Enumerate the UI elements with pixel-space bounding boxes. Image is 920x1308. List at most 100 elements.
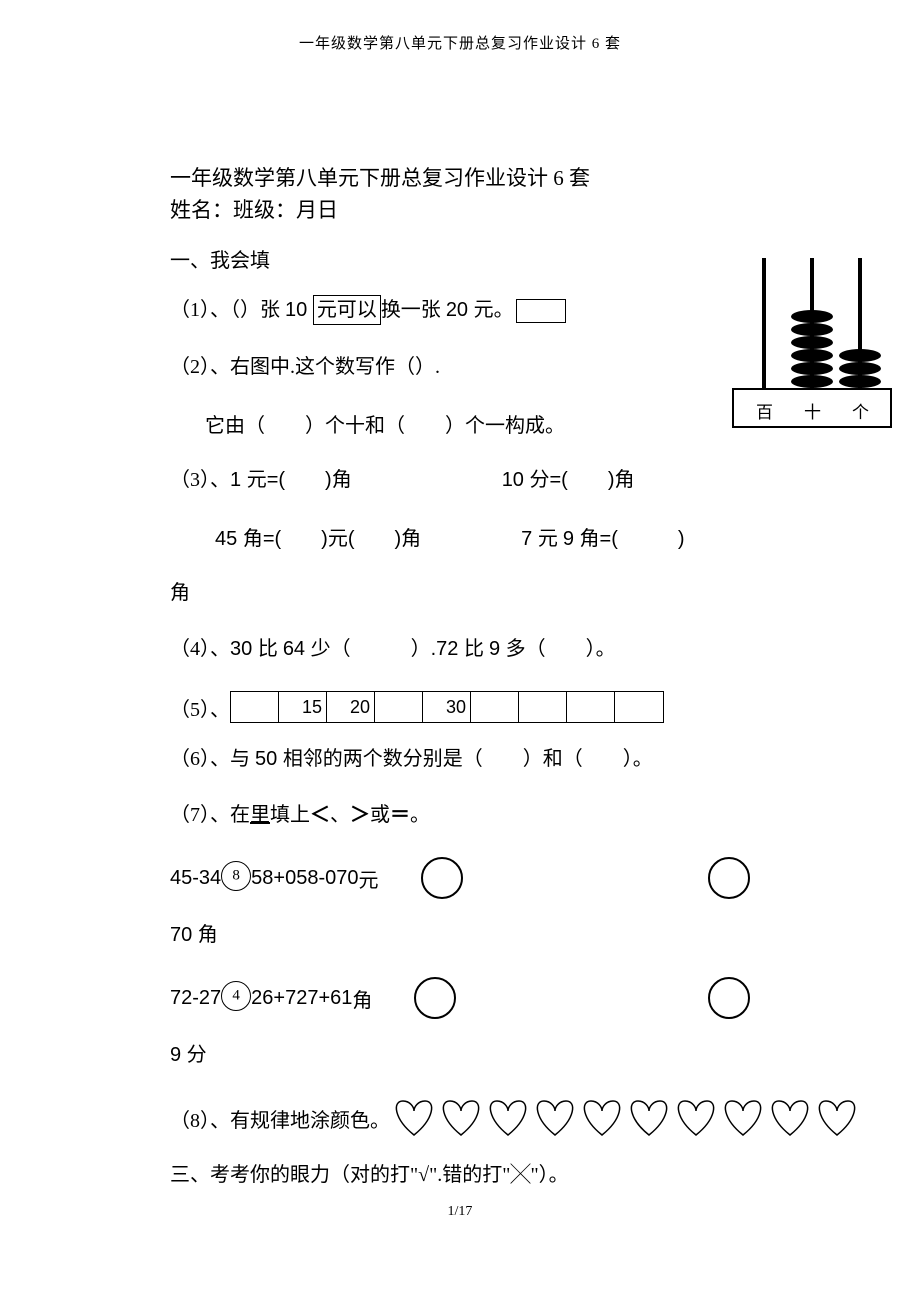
q1-blank-box — [516, 299, 566, 323]
abacus-base: 百 十 个 — [732, 388, 892, 428]
section-3-heading: 三、考考你的眼力（对的打"√".错的打"╳"）。 — [170, 1161, 750, 1189]
main-content: 一年级数学第八单元下册总复习作业设计 6 套 姓名：班级：月日 一、我会填 （1… — [0, 53, 920, 1189]
q3b-yuan: 元 — [328, 528, 348, 550]
cmp1-e: 70 — [336, 867, 358, 890]
q7-e: 、 — [330, 804, 350, 826]
cmp3-circle2 — [414, 977, 456, 1019]
question-3a: （3）、1 元=( )角10 分=( )角 — [170, 466, 750, 494]
q6-c: 相邻的两个数分别是（ ）和（ ）。 — [283, 748, 653, 770]
q1-text-a: （1）、（）张 — [170, 299, 285, 321]
q7-b: 里 — [250, 804, 270, 826]
q7-c: 填上 — [270, 804, 310, 826]
q4-num-64: 64 — [283, 638, 311, 660]
q7-a: （7）、在 — [170, 804, 250, 826]
q3b-yuan2: 元 — [538, 528, 563, 550]
page-footer: 1/17 — [0, 1204, 920, 1220]
q5-number-table: 15 20 30 — [230, 691, 664, 723]
cmp2: 70 角 — [170, 924, 218, 946]
abacus-label-hundreds: 百 — [756, 398, 773, 423]
compare-row-3: 72-27426+727+61 角 — [170, 977, 750, 1019]
question-6: （6）、与 50 相邻的两个数分别是（ ）和（ ）。 — [170, 745, 750, 773]
abacus-bead — [791, 310, 833, 323]
cmp3-d: +7 — [273, 987, 296, 1010]
q1-num-10: 10 — [285, 299, 313, 321]
q5-cell-8 — [615, 692, 663, 722]
q5-cell-0 — [231, 692, 279, 722]
cmp3-e: 27+6 — [296, 987, 341, 1010]
q4-duo: 多（ ）。 — [506, 638, 616, 660]
abacus-rod-hundreds — [762, 258, 766, 388]
abacus-label-tens: 十 — [804, 398, 821, 423]
q5-cell-3 — [375, 692, 423, 722]
abacus-bead — [791, 323, 833, 336]
q1-text-f: 元。 — [474, 299, 514, 321]
abacus-bead — [839, 362, 881, 375]
q3b-num-7: 7 — [521, 528, 538, 550]
q3b-num-45: 45 — [215, 528, 243, 550]
q3-jiao2: 角 — [615, 469, 635, 491]
q1-boxed-text: 元可以 — [313, 295, 381, 325]
cmp3-circle3 — [708, 977, 750, 1019]
cmp4: 9 分 — [170, 1044, 207, 1066]
cmp3-g: 角 — [352, 984, 372, 1013]
cmp1-a: 45-34 — [170, 867, 221, 890]
q7-lt: ＜ — [310, 804, 330, 826]
q3b-jiao1: 角 — [243, 528, 263, 550]
compare-row-2: 70 角 — [170, 921, 750, 949]
cmp1-circle3 — [708, 857, 750, 899]
page-header: 一年级数学第八单元下册总复习作业设计 6 套 — [0, 0, 920, 53]
q3-label: （3）、 — [170, 469, 230, 491]
q5-cell-1: 15 — [279, 692, 327, 722]
q7-i: 。 — [410, 804, 430, 826]
question-1: （1）、（）张 10 元可以换一张 20 元。 — [170, 295, 750, 325]
q5-cell-7 — [567, 692, 615, 722]
q5-cell-6 — [519, 692, 567, 722]
q3b-num-9: 9 — [563, 528, 580, 550]
abacus-bead — [791, 349, 833, 362]
q6-a: （6）、与 — [170, 748, 255, 770]
q4-num-72: .72 — [431, 638, 464, 660]
question-2a: （2）、右图中.这个数写作（）. — [170, 353, 750, 381]
abacus-bead — [791, 362, 833, 375]
q3b-jiao3: 角 — [580, 528, 600, 550]
cmp1-circle1: 8 — [221, 861, 251, 891]
q7-eq: ＝ — [390, 804, 410, 826]
q4-shao: 少（ ） — [311, 638, 431, 660]
question-7: （7）、在里填上＜、＞或＝。 — [170, 801, 750, 829]
cmp1-d: 58-0 — [296, 867, 336, 890]
q3b-jiao2: 角 — [401, 528, 421, 550]
q3b-blank3: =( ) — [600, 528, 685, 550]
cmp1-circle2 — [421, 857, 463, 899]
abacus-bead — [791, 336, 833, 349]
cmp3-circle1: 4 — [221, 981, 251, 1011]
q3-jiao1: 角 — [332, 469, 352, 491]
q3-num-10: 10 — [502, 469, 530, 491]
q5-cell-4: 30 — [423, 692, 471, 722]
q6-num-50: 50 — [255, 748, 283, 770]
abacus-bead — [839, 375, 881, 388]
q3-blank1: =( ) — [267, 469, 332, 491]
q3-fen: 分 — [530, 469, 550, 491]
q7-gt: ＞ — [350, 804, 370, 826]
hearts-icon — [390, 1097, 860, 1139]
q5-cell-5 — [471, 692, 519, 722]
q4-bi1: 比 — [258, 638, 283, 660]
cmp3-f: 1 — [341, 987, 352, 1010]
abacus-bead — [839, 349, 881, 362]
cmp3-c: 26 — [251, 987, 273, 1010]
question-8: （8）、有规律地涂颜色。 — [170, 1097, 750, 1139]
cmp1-c: 58+0 — [251, 867, 296, 890]
student-info-line: 姓名：班级：月日 — [170, 195, 750, 227]
q4-label: （4）、 — [170, 638, 230, 660]
q3-blank2: =( ) — [550, 469, 615, 491]
q1-text-d: 换一张 — [381, 299, 446, 321]
q8-label: （8）、有规律地涂颜色。 — [170, 1104, 390, 1133]
q4-bi2: 比 — [464, 638, 489, 660]
q4-num-30: 30 — [230, 638, 258, 660]
compare-row-1: 45-34858+058-070 元 — [170, 857, 750, 899]
q1-num-20: 20 — [446, 299, 474, 321]
abacus-bead — [791, 375, 833, 388]
q3-num-1: 1 — [230, 469, 247, 491]
document-title: 一年级数学第八单元下册总复习作业设计 6 套 — [170, 163, 750, 195]
question-3b: 45 角=( )元( )角7 元 9 角=( ) — [170, 522, 750, 551]
